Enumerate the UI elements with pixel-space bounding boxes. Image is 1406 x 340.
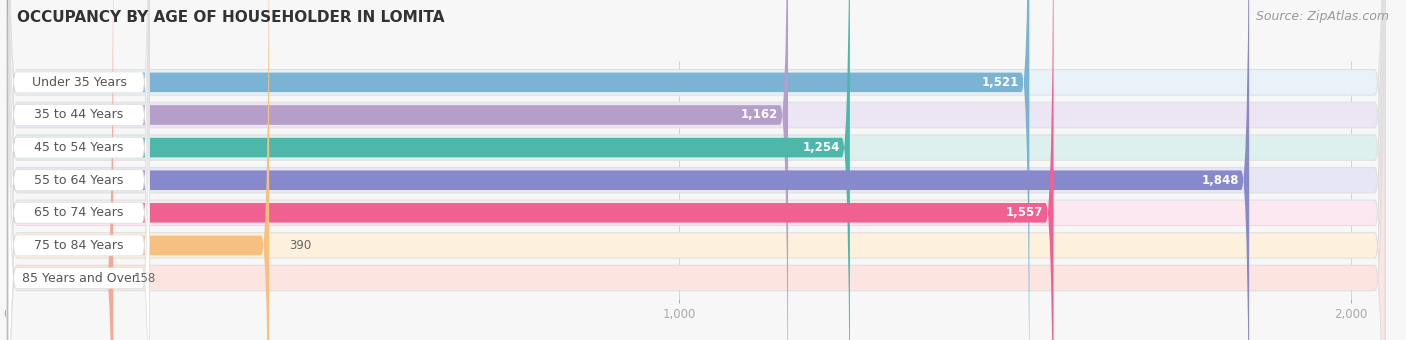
Text: 390: 390 (290, 239, 312, 252)
FancyBboxPatch shape (7, 0, 1385, 340)
Text: OCCUPANCY BY AGE OF HOUSEHOLDER IN LOMITA: OCCUPANCY BY AGE OF HOUSEHOLDER IN LOMIT… (17, 10, 444, 25)
FancyBboxPatch shape (8, 0, 149, 340)
FancyBboxPatch shape (7, 0, 1385, 340)
Text: 1,254: 1,254 (803, 141, 839, 154)
FancyBboxPatch shape (7, 0, 849, 340)
FancyBboxPatch shape (8, 0, 149, 340)
Text: 75 to 84 Years: 75 to 84 Years (34, 239, 124, 252)
Text: 35 to 44 Years: 35 to 44 Years (34, 108, 124, 121)
FancyBboxPatch shape (8, 0, 149, 340)
FancyBboxPatch shape (8, 0, 149, 340)
Text: 1,848: 1,848 (1202, 174, 1239, 187)
FancyBboxPatch shape (7, 0, 1249, 340)
FancyBboxPatch shape (7, 0, 787, 340)
Text: 65 to 74 Years: 65 to 74 Years (34, 206, 124, 219)
FancyBboxPatch shape (7, 0, 269, 340)
Text: 85 Years and Over: 85 Years and Over (21, 272, 136, 285)
FancyBboxPatch shape (7, 0, 1029, 340)
Text: Source: ZipAtlas.com: Source: ZipAtlas.com (1256, 10, 1389, 23)
Text: 55 to 64 Years: 55 to 64 Years (34, 174, 124, 187)
FancyBboxPatch shape (8, 0, 149, 340)
Text: 1,162: 1,162 (741, 108, 778, 121)
FancyBboxPatch shape (7, 0, 1385, 340)
FancyBboxPatch shape (7, 0, 1385, 340)
FancyBboxPatch shape (8, 0, 149, 340)
FancyBboxPatch shape (7, 0, 1385, 340)
FancyBboxPatch shape (7, 0, 1053, 340)
Text: 1,521: 1,521 (981, 76, 1019, 89)
Text: 45 to 54 Years: 45 to 54 Years (34, 141, 124, 154)
Text: Under 35 Years: Under 35 Years (31, 76, 127, 89)
Text: 158: 158 (134, 272, 156, 285)
FancyBboxPatch shape (7, 0, 114, 340)
FancyBboxPatch shape (7, 0, 1385, 340)
FancyBboxPatch shape (8, 0, 149, 340)
Text: 1,557: 1,557 (1007, 206, 1043, 219)
FancyBboxPatch shape (7, 0, 1385, 340)
